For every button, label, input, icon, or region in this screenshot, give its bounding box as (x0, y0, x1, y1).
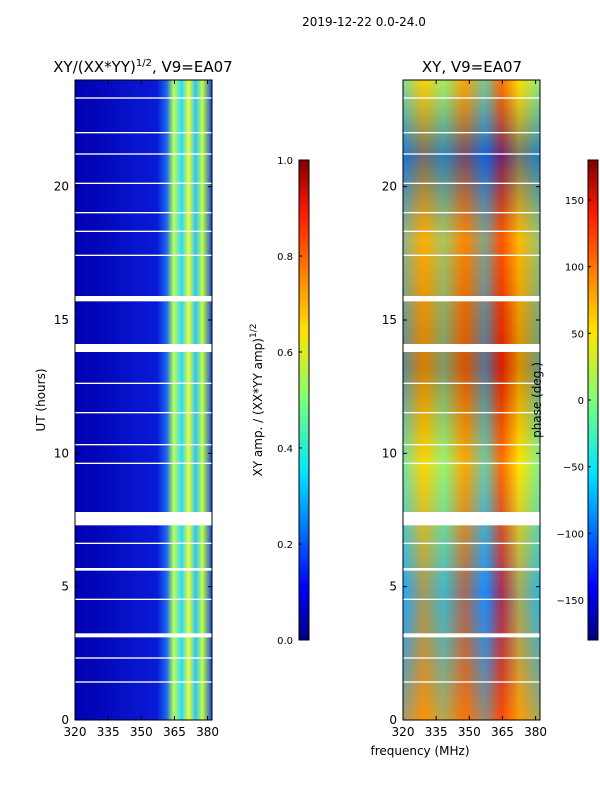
phase-gap-band (403, 132, 540, 134)
phase-gap-band (403, 412, 540, 414)
phase-gap-band (403, 153, 540, 155)
phase-gap-band (403, 512, 540, 526)
amplitude-panel: XY/(XX*YY)1/2, V9=EA07 320 335 350 365 380 0… (34, 58, 233, 739)
phase-gap-band (403, 633, 540, 638)
phase-colorbar-tick-label: −100 (557, 529, 584, 540)
phase-gap-band (403, 657, 540, 659)
phase-gap-band (403, 254, 540, 256)
amplitude-y-tick-label: 0 (61, 713, 69, 727)
amplitude-x-tick-label: 320 (64, 725, 87, 739)
amplitude-gap-band (75, 598, 212, 600)
amplitude-gap-band (75, 132, 212, 134)
phase-x-tick-label: 335 (425, 725, 448, 739)
phase-colorbar-tick-label: −50 (563, 463, 584, 474)
phase-gap-band (403, 568, 540, 571)
amplitude-gap-band (75, 382, 212, 384)
amplitude-title: XY/(XX*YY)1/2, V9=EA07 (53, 58, 232, 76)
phase-colorbar: 150 100 50 0 −50 −100 −150 phase (deg.) (530, 159, 599, 641)
phase-x-tick-label: 365 (491, 725, 514, 739)
amplitude-gap-band (75, 462, 212, 464)
phase-colorbar-tick-label: 0 (578, 396, 584, 407)
amplitude-gap-band (75, 512, 212, 526)
phase-y-tick-label: 15 (382, 313, 397, 327)
amplitude-colorbar-tick-label: 0.2 (277, 540, 293, 551)
phase-colorbar-tick-label: 150 (565, 196, 584, 207)
amplitude-colorbar-tick-label: 0.8 (277, 252, 293, 263)
phase-gap-band (403, 212, 540, 214)
phase-title: XY, V9=EA07 (422, 58, 522, 76)
phase-x-tick-label: 350 (458, 725, 481, 739)
amplitude-colorbar-ticks: 0.0 0.2 0.4 0.6 0.8 1.0 (277, 156, 302, 647)
phase-gap-band (403, 462, 540, 464)
phase-y-ticks: 0 5 10 15 20 (382, 180, 540, 727)
amplitude-colorbar-tick-label: 0.6 (277, 348, 293, 359)
phase-colorbar-tick-label: 100 (565, 263, 584, 274)
phase-gap-band (403, 542, 540, 544)
amplitude-x-tick-label: 380 (196, 725, 219, 739)
amplitude-gap-band (75, 633, 212, 638)
phase-gap-band (403, 444, 540, 446)
amplitude-y-tick-label: 5 (61, 580, 69, 594)
phase-axes-frame (402, 79, 541, 721)
phase-y-tick-label: 0 (389, 713, 397, 727)
amplitude-y-tick-label: 10 (54, 446, 69, 460)
amplitude-gap-band (75, 97, 212, 99)
phase-gaps (403, 97, 540, 683)
phase-gap-band (403, 230, 540, 232)
amplitude-gap-band (75, 182, 212, 184)
phase-colorbar-tick-label: −150 (557, 596, 584, 607)
phase-y-tick-label: 5 (389, 580, 397, 594)
amplitude-gap-band (75, 657, 212, 659)
amplitude-gap-band (75, 344, 212, 352)
amplitude-colorbar-label: XY amp. / (XX*YY amp)1/2 (249, 324, 265, 477)
phase-gap-band (403, 598, 540, 600)
amplitude-gap-band (75, 153, 212, 155)
amplitude-x-tick-label: 350 (130, 725, 153, 739)
amplitude-x-ticks: 320 335 350 365 380 (64, 80, 219, 739)
phase-y-tick-label: 20 (382, 180, 397, 194)
phase-y-tick-label: 10 (382, 446, 397, 460)
phase-panel: XY, V9=EA07 320 335 350 365 380 0 5 10 15 20 (382, 58, 547, 739)
amplitude-gap-band (75, 212, 212, 214)
phase-x-tick-label: 380 (524, 725, 547, 739)
amplitude-heatmap (75, 80, 212, 720)
amplitude-colorbar-tick-label: 0.0 (277, 636, 293, 647)
phase-gap-band (403, 296, 540, 302)
amplitude-gap-band (75, 254, 212, 256)
phase-gap-band (403, 344, 540, 352)
phase-gap-band (403, 382, 540, 384)
amplitude-ylabel: UT (hours) (34, 368, 48, 431)
phase-gap-band (403, 681, 540, 683)
phase-gap-band (403, 182, 540, 184)
amplitude-y-tick-label: 20 (54, 180, 69, 194)
amplitude-y-ticks: 0 5 10 15 20 (54, 180, 212, 727)
phase-x-tick-label: 320 (392, 725, 415, 739)
phase-x-ticks: 320 335 350 365 380 (392, 80, 547, 739)
amplitude-gap-band (75, 296, 212, 302)
figure-suptitle: 2019-12-22 0.0-24.0 (302, 15, 426, 29)
amplitude-gap-band (75, 681, 212, 683)
phase-colorbar-label: phase (deg.) (530, 362, 544, 438)
amplitude-colorbar-tick-label: 0.4 (277, 444, 293, 455)
amplitude-x-tick-label: 365 (163, 725, 186, 739)
amplitude-gap-band (75, 444, 212, 446)
phase-colorbar-ticks: 150 100 50 0 −50 −100 −150 (557, 196, 591, 607)
amplitude-x-tick-label: 335 (97, 725, 120, 739)
amplitude-y-tick-label: 15 (54, 313, 69, 327)
frequency-xlabel: frequency (MHz) (370, 744, 469, 758)
phase-colorbar-tick-label: 50 (571, 329, 584, 340)
amplitude-gap-band (75, 542, 212, 544)
amplitude-gap-band (75, 230, 212, 232)
amplitude-colorbar-bar (298, 159, 310, 641)
amplitude-colorbar: 0.0 0.2 0.4 0.6 0.8 1.0 XY amp. / (XX*YY amp)… (249, 156, 310, 647)
phase-heatmap-overlay (403, 80, 540, 720)
amplitude-gap-band (75, 412, 212, 414)
amplitude-axes-frame (74, 79, 213, 721)
amplitude-colorbar-tick-label: 1.0 (277, 156, 293, 167)
amplitude-gap-band (75, 568, 212, 571)
amplitude-gaps (75, 97, 212, 683)
phase-gap-band (403, 97, 540, 99)
